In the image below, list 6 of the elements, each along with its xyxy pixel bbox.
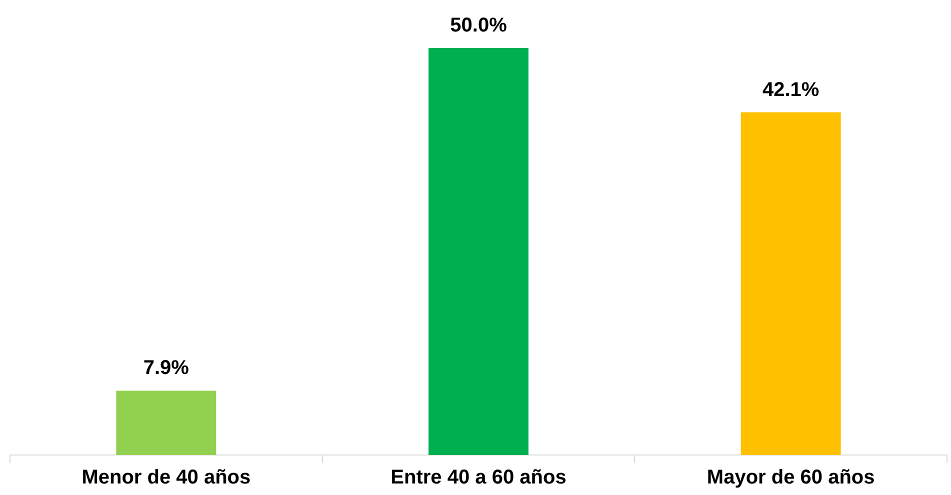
x-tick-label: Menor de 40 años	[82, 466, 251, 489]
data-label: 7.9%	[143, 357, 190, 380]
x-tick-label: Mayor de 60 años	[706, 466, 875, 489]
x-tick-label: Entre 40 a 60 años	[390, 466, 566, 489]
data-label: 42.1%	[762, 78, 820, 101]
data-label: 50.0%	[450, 14, 508, 37]
